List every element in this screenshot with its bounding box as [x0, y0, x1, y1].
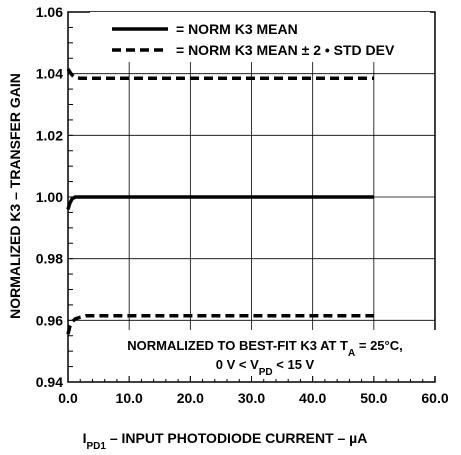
grid: [68, 12, 435, 382]
legend-label-mean: = NORM K3 MEAN: [176, 21, 298, 37]
legend-background: [90, 12, 430, 62]
x-axis-title: IPD1 – INPUT PHOTODIODE CURRENT – µA: [83, 430, 368, 452]
annotation-box: NORMALIZED TO BEST-FIT K3 AT TA = 25°C, …: [86, 330, 444, 378]
x-tick-label: 50.0: [360, 390, 387, 406]
x-tick-label: 0.0: [58, 390, 78, 406]
y-tick-label: 1.04: [36, 66, 63, 82]
series-line-2: [66, 313, 374, 335]
x-tick-label: 60.0: [421, 390, 448, 406]
y-tick-labels: 0.94 0.96 0.98 1.00 1.02 1.04 1.06: [36, 4, 63, 390]
annotation-line-2: 0 V < VPD < 15 V: [216, 357, 315, 378]
y-tick-label: 0.96: [36, 312, 63, 328]
tick-marks: [67, 11, 436, 383]
y-axis-title: NORMALIZED K3 – TRANSFER GAIN: [7, 73, 23, 319]
y-tick-label: 1.06: [36, 4, 63, 20]
annotation-background: [86, 330, 444, 376]
x-tick-label: 20.0: [177, 390, 204, 406]
y-tick-label: 0.98: [36, 251, 63, 267]
x-tick-label: 40.0: [299, 390, 326, 406]
annotation-line-1: NORMALIZED TO BEST-FIT K3 AT TA = 25°C,: [127, 338, 402, 359]
legend-label-std-dev: = NORM K3 MEAN ± 2 • STD DEV: [176, 42, 395, 58]
x-tick-label: 30.0: [238, 390, 265, 406]
series-line-0: [66, 195, 374, 210]
y-tick-label: 1.02: [36, 127, 63, 143]
y-tick-label: 0.94: [36, 374, 63, 390]
y-tick-label: 1.00: [36, 189, 63, 205]
series-line-1: [66, 68, 374, 81]
x-tick-labels: 0.0 10.0 20.0 30.0 40.0 50.0 60.0: [58, 390, 449, 406]
series-lines: [66, 68, 374, 335]
legend: = NORM K3 MEAN = NORM K3 MEAN ± 2 • STD …: [90, 12, 430, 62]
x-tick-label: 10.0: [116, 390, 143, 406]
